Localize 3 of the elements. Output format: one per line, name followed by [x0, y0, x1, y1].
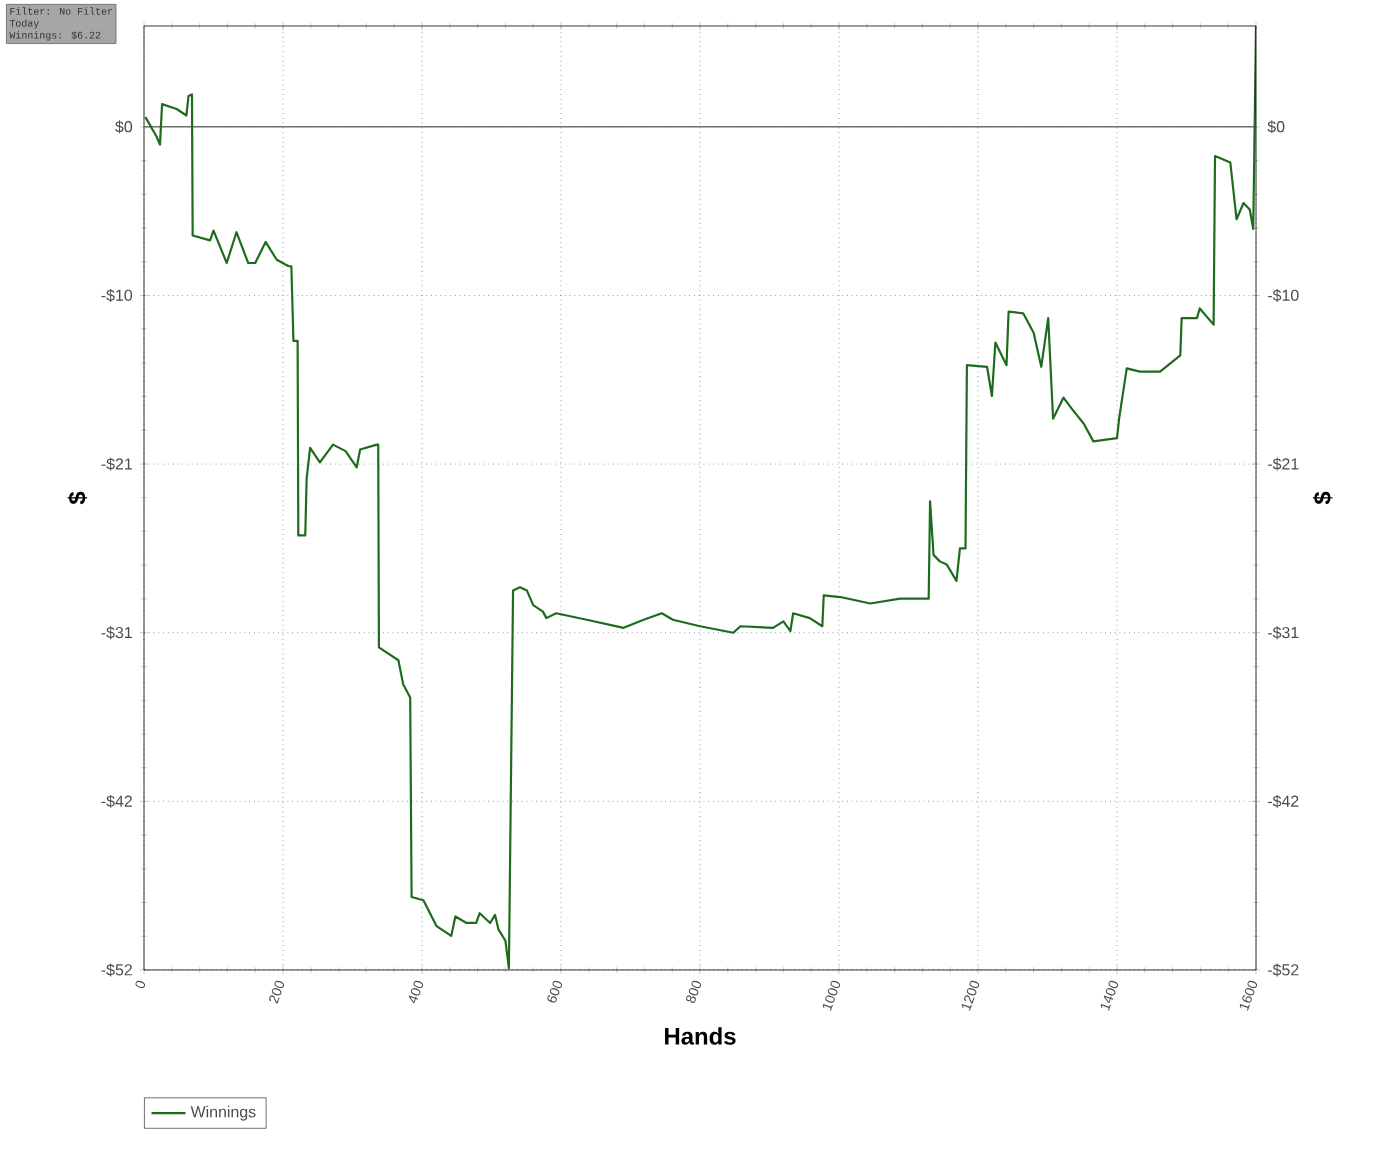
x-axis-title: Hands	[665, 1027, 736, 1045]
y-axis-title: $	[67, 491, 88, 505]
y2-axis-title: $	[1312, 491, 1333, 505]
